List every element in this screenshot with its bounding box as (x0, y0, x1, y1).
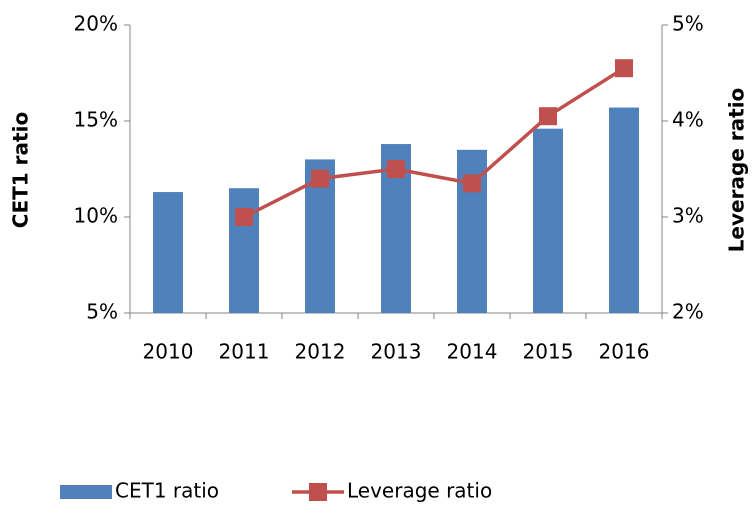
marker (463, 174, 481, 193)
x-tick-label: 2015 (523, 340, 574, 364)
y2-tick-label: 3% (672, 204, 704, 228)
legend-label: CET1 ratio (115, 479, 219, 503)
legend-label: Leverage ratio (347, 479, 492, 503)
bar (533, 128, 563, 313)
line (243, 66, 625, 219)
x-tick-label: 2014 (447, 340, 498, 364)
x-tick-label: 2013 (371, 340, 422, 364)
x-tick-label: 2016 (599, 340, 650, 364)
legend-swatch (309, 483, 327, 501)
y-axis-title: CET1 ratio (9, 112, 33, 228)
marker (615, 59, 633, 78)
bar (229, 188, 259, 313)
marker (387, 160, 405, 178)
y2-tick-label: 2% (672, 300, 704, 324)
y-tick-label: 5% (86, 300, 118, 324)
legend-swatch (60, 485, 112, 499)
marker (539, 107, 557, 126)
x-tick-label: 2011 (219, 340, 270, 364)
y2-tick-label: 4% (672, 108, 704, 132)
marker (311, 169, 329, 188)
x-tick-label: 2012 (295, 340, 346, 364)
y2-axis-title: Leverage ratio (725, 88, 749, 253)
y-tick-label: 10% (74, 204, 118, 228)
bar (609, 107, 639, 313)
y-tick-label: 15% (74, 108, 118, 132)
y-tick-label: 20% (74, 12, 118, 36)
y2-tick-label: 5% (672, 12, 704, 36)
x-tick-label: 2010 (143, 340, 194, 364)
bar (153, 192, 183, 313)
marker (235, 208, 253, 226)
